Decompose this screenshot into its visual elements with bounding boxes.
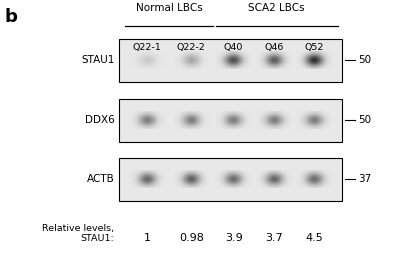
Text: Q22-1: Q22-1 — [133, 43, 162, 52]
Text: 0.98: 0.98 — [179, 233, 204, 243]
Text: 4.5: 4.5 — [306, 233, 323, 243]
Text: b: b — [4, 8, 17, 26]
Text: SCA2 LBCs: SCA2 LBCs — [248, 3, 305, 13]
Text: 50: 50 — [358, 115, 372, 125]
Text: Relative levels,: Relative levels, — [42, 224, 114, 233]
Text: 3.7: 3.7 — [265, 233, 283, 243]
Text: ACTB: ACTB — [87, 174, 114, 184]
Bar — [119, 99, 342, 142]
Text: Q22-2: Q22-2 — [177, 43, 206, 52]
Text: 1: 1 — [144, 233, 151, 243]
Text: Normal LBCs: Normal LBCs — [136, 3, 202, 13]
Text: STAU1:: STAU1: — [81, 234, 114, 243]
Bar — [119, 39, 342, 82]
Text: 3.9: 3.9 — [225, 233, 242, 243]
Bar — [119, 158, 342, 201]
Text: Q46: Q46 — [264, 43, 284, 52]
Text: 37: 37 — [358, 174, 372, 184]
Text: Q40: Q40 — [224, 43, 243, 52]
Text: STAU1: STAU1 — [81, 55, 114, 66]
Text: Q52: Q52 — [305, 43, 324, 52]
Text: 50: 50 — [358, 55, 372, 66]
Text: DDX6: DDX6 — [85, 115, 114, 125]
